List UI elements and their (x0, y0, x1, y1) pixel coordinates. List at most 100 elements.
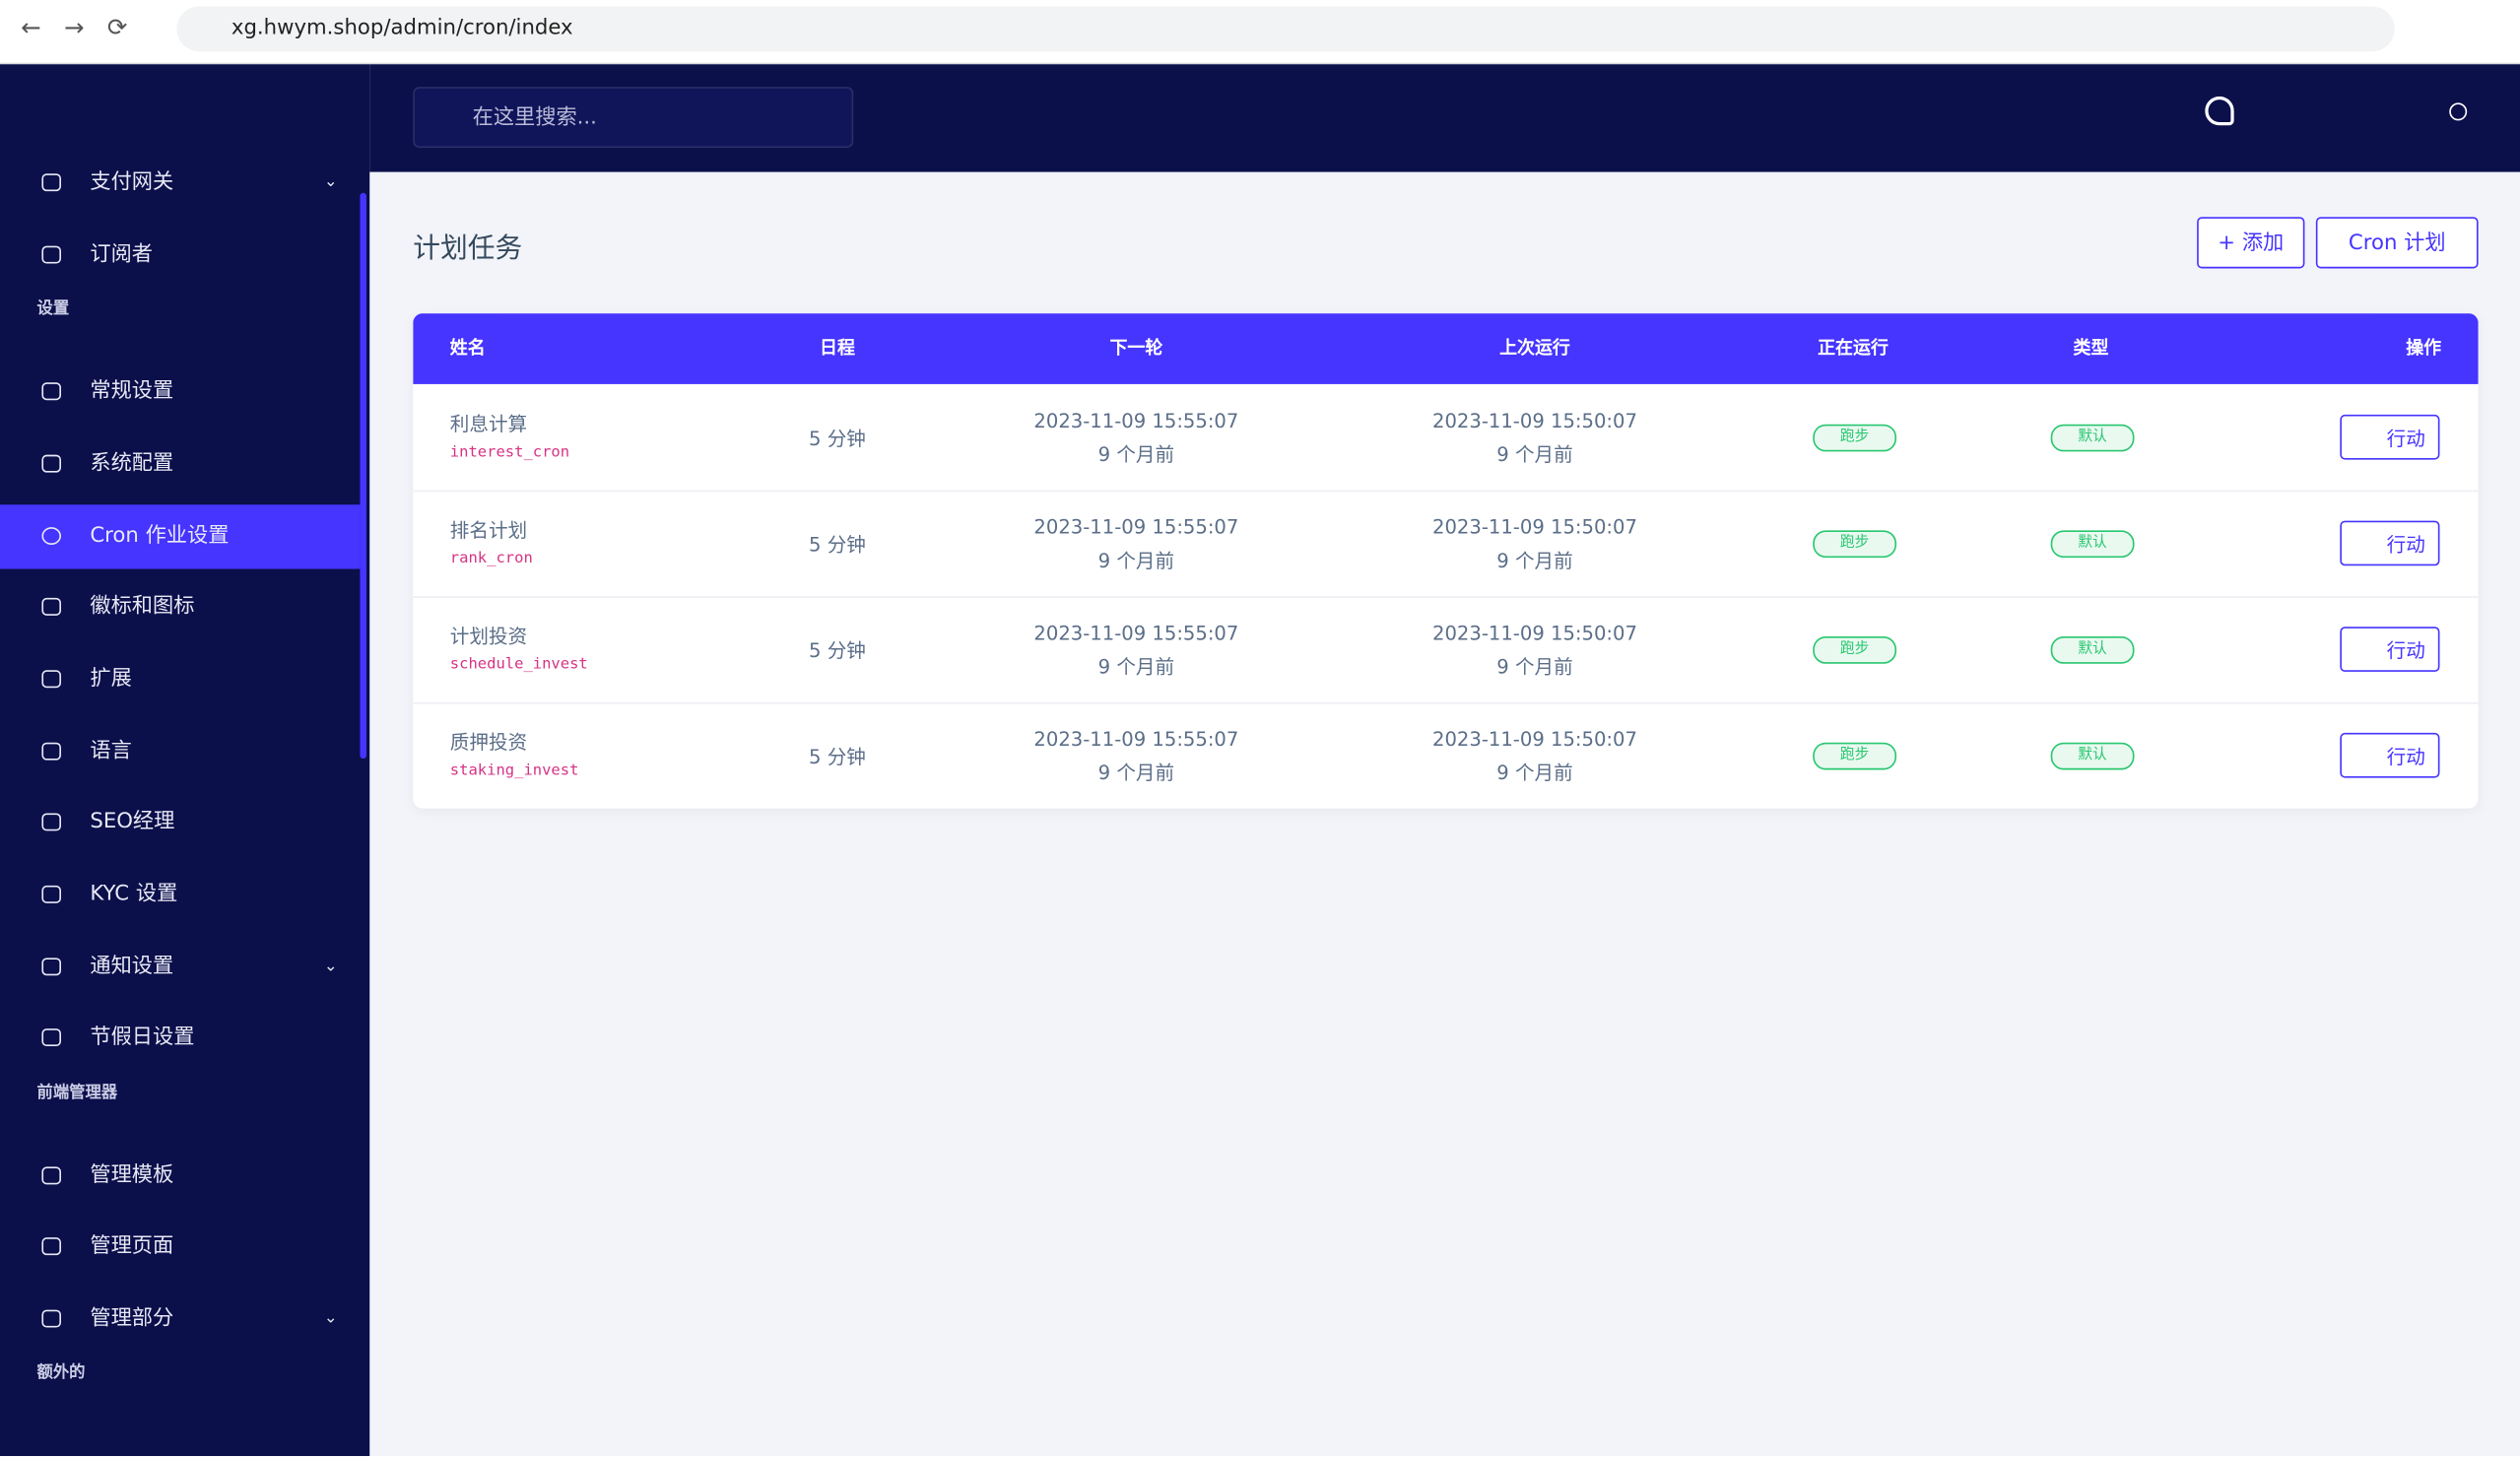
scrollbar[interactable] (360, 192, 366, 760)
nav-label: 通知设置 (90, 955, 174, 979)
column-header: 上次运行 (1499, 337, 1570, 359)
column-header: 操作 (2406, 337, 2442, 359)
next-run-ago: 9 个月前 (1097, 549, 1175, 572)
nav-item[interactable]: 语言 (0, 720, 360, 784)
running-badge: 跑步 (1813, 742, 1897, 770)
nav-icon (41, 527, 61, 546)
search-input[interactable]: 在这里搜索... (413, 87, 854, 149)
nav-item[interactable]: 常规设置 (0, 360, 360, 424)
action-button[interactable]: 行动 (2340, 627, 2440, 672)
next-run: 2023-11-09 15:55:07 (1033, 622, 1239, 645)
nav-label: 订阅者 (90, 242, 154, 267)
job-code: schedule_invest (449, 655, 588, 674)
last-run: 2023-11-09 15:50:07 (1432, 728, 1637, 751)
user-menu[interactable] (2449, 102, 2468, 121)
job-code: interest_cron (449, 443, 570, 462)
nav-label: 管理页面 (90, 1233, 174, 1259)
type-badge: 默认 (2050, 424, 2135, 452)
nav-item[interactable]: 通知设置 ⌄ (0, 935, 360, 999)
nav-icon (41, 1309, 61, 1328)
schedule: 5 分钟 (809, 745, 866, 768)
schedule: 5 分钟 (809, 639, 866, 663)
next-run-ago: 9 个月前 (1097, 655, 1175, 679)
section-heading: 前端管理器 (36, 1085, 118, 1103)
job-code: staking_invest (449, 762, 579, 780)
last-run: 2023-11-09 15:50:07 (1432, 622, 1637, 645)
nav-label: 管理模板 (90, 1163, 174, 1188)
address-bar[interactable]: xg.hwym.shop/admin/cron/index (176, 6, 2395, 52)
nav-icons[interactable]: ← → ⟳ (21, 13, 128, 42)
nav-icon (41, 245, 61, 264)
table-row: 排名计划 rank_cron 5 分钟 2023-11-09 15:55:07 9 个月… (413, 491, 2479, 598)
dropdown-caret: ⌄ (323, 958, 338, 976)
next-run-ago: 9 个月前 (1097, 443, 1175, 467)
nav-label: 扩展 (90, 667, 132, 692)
nav-label: 常规设置 (90, 379, 174, 404)
nav-icon (41, 813, 61, 831)
action-button[interactable]: 行动 (2340, 732, 2440, 778)
nav-icon (41, 1237, 61, 1256)
last-run: 2023-11-09 15:50:07 (1432, 410, 1637, 432)
running-badge: 跑步 (1813, 636, 1897, 664)
next-run-ago: 9 个月前 (1097, 762, 1175, 785)
last-run-ago: 9 个月前 (1496, 655, 1573, 679)
running-badge: 跑步 (1813, 424, 1897, 452)
next-run: 2023-11-09 15:55:07 (1033, 515, 1239, 539)
nav-icon (41, 454, 61, 473)
nav-item[interactable]: 管理部分 ⌄ (0, 1288, 360, 1352)
nav-label: KYC 设置 (90, 882, 178, 907)
nav-icon (41, 1028, 61, 1047)
table-header: 姓名 日程 下一轮 上次运行 正在运行 类型 操作 (413, 313, 2479, 384)
nav-item[interactable]: Cron 作业设置 (0, 504, 361, 569)
browser-bar: ← → ⟳ xg.hwym.shop/admin/cron/index (0, 0, 2520, 65)
action-button[interactable]: 行动 (2340, 414, 2440, 460)
nav-item[interactable]: 系统配置 (0, 432, 360, 497)
nav-label: SEO经理 (90, 810, 175, 834)
nav-item[interactable]: 支付网关 ⌄ (0, 151, 360, 215)
column-header: 日程 (820, 337, 855, 359)
bell-icon[interactable] (2205, 96, 2234, 126)
job-name: 计划投资 (449, 625, 528, 648)
nav-item[interactable]: 徽标和图标 (0, 575, 360, 639)
table-row: 质押投资 staking_invest 5 分钟 2023-11-09 15:55:0… (413, 702, 2478, 809)
nav-icon (41, 382, 61, 401)
nav-item[interactable]: 节假日设置 (0, 1006, 360, 1070)
column-header: 类型 (2073, 337, 2109, 359)
running-badge: 跑步 (1813, 530, 1897, 559)
header: 在这里搜索... (369, 64, 2520, 172)
next-run: 2023-11-09 15:55:07 (1033, 410, 1239, 432)
nav-item[interactable]: 管理模板 (0, 1145, 360, 1209)
dropdown-caret: ⌄ (323, 1309, 338, 1328)
schedule: 5 分钟 (809, 427, 866, 450)
table-row: 计划投资 schedule_invest 5 分钟 2023-11-09 15:55:… (413, 596, 2479, 704)
nav-label: 节假日设置 (90, 1025, 195, 1050)
last-run-ago: 9 个月前 (1496, 443, 1573, 467)
type-badge: 默认 (2050, 636, 2135, 664)
nav-icon (41, 885, 61, 903)
action-button[interactable]: 行动 (2340, 520, 2440, 566)
schedule: 5 分钟 (809, 533, 866, 557)
add-button[interactable]: + 添加 (2197, 217, 2305, 269)
nav-icon (41, 173, 61, 192)
column-header: 正在运行 (1818, 337, 1889, 359)
last-run-ago: 9 个月前 (1496, 549, 1573, 572)
nav-label: 支付网关 (90, 169, 174, 195)
dropdown-caret: ⌄ (323, 173, 338, 192)
job-code: rank_cron (449, 549, 533, 567)
column-header: 下一轮 (1109, 337, 1163, 359)
section-heading: 额外的 (36, 1364, 86, 1383)
nav-label: 语言 (90, 739, 132, 763)
nav-item[interactable]: 管理页面 (0, 1215, 360, 1279)
cron-button[interactable]: Cron 计划 (2315, 217, 2479, 269)
nav-icon (41, 670, 61, 689)
last-run-ago: 9 个月前 (1496, 762, 1573, 785)
nav-item[interactable]: 订阅者 (0, 224, 360, 288)
sidebar: 支付网关 ⌄ 订阅者 设置 常规设置 系统配置 Cron 作业设置 徽标和图标 扩展 语言 SEO经… (0, 64, 370, 1457)
nav-label: Cron 作业设置 (90, 523, 230, 549)
nav-label: 管理部分 (90, 1306, 174, 1331)
nav-item[interactable]: SEO经理 (0, 791, 360, 855)
job-name: 排名计划 (449, 518, 528, 542)
type-badge: 默认 (2050, 530, 2135, 559)
nav-item[interactable]: KYC 设置 (0, 863, 360, 927)
nav-item[interactable]: 扩展 (0, 647, 360, 711)
